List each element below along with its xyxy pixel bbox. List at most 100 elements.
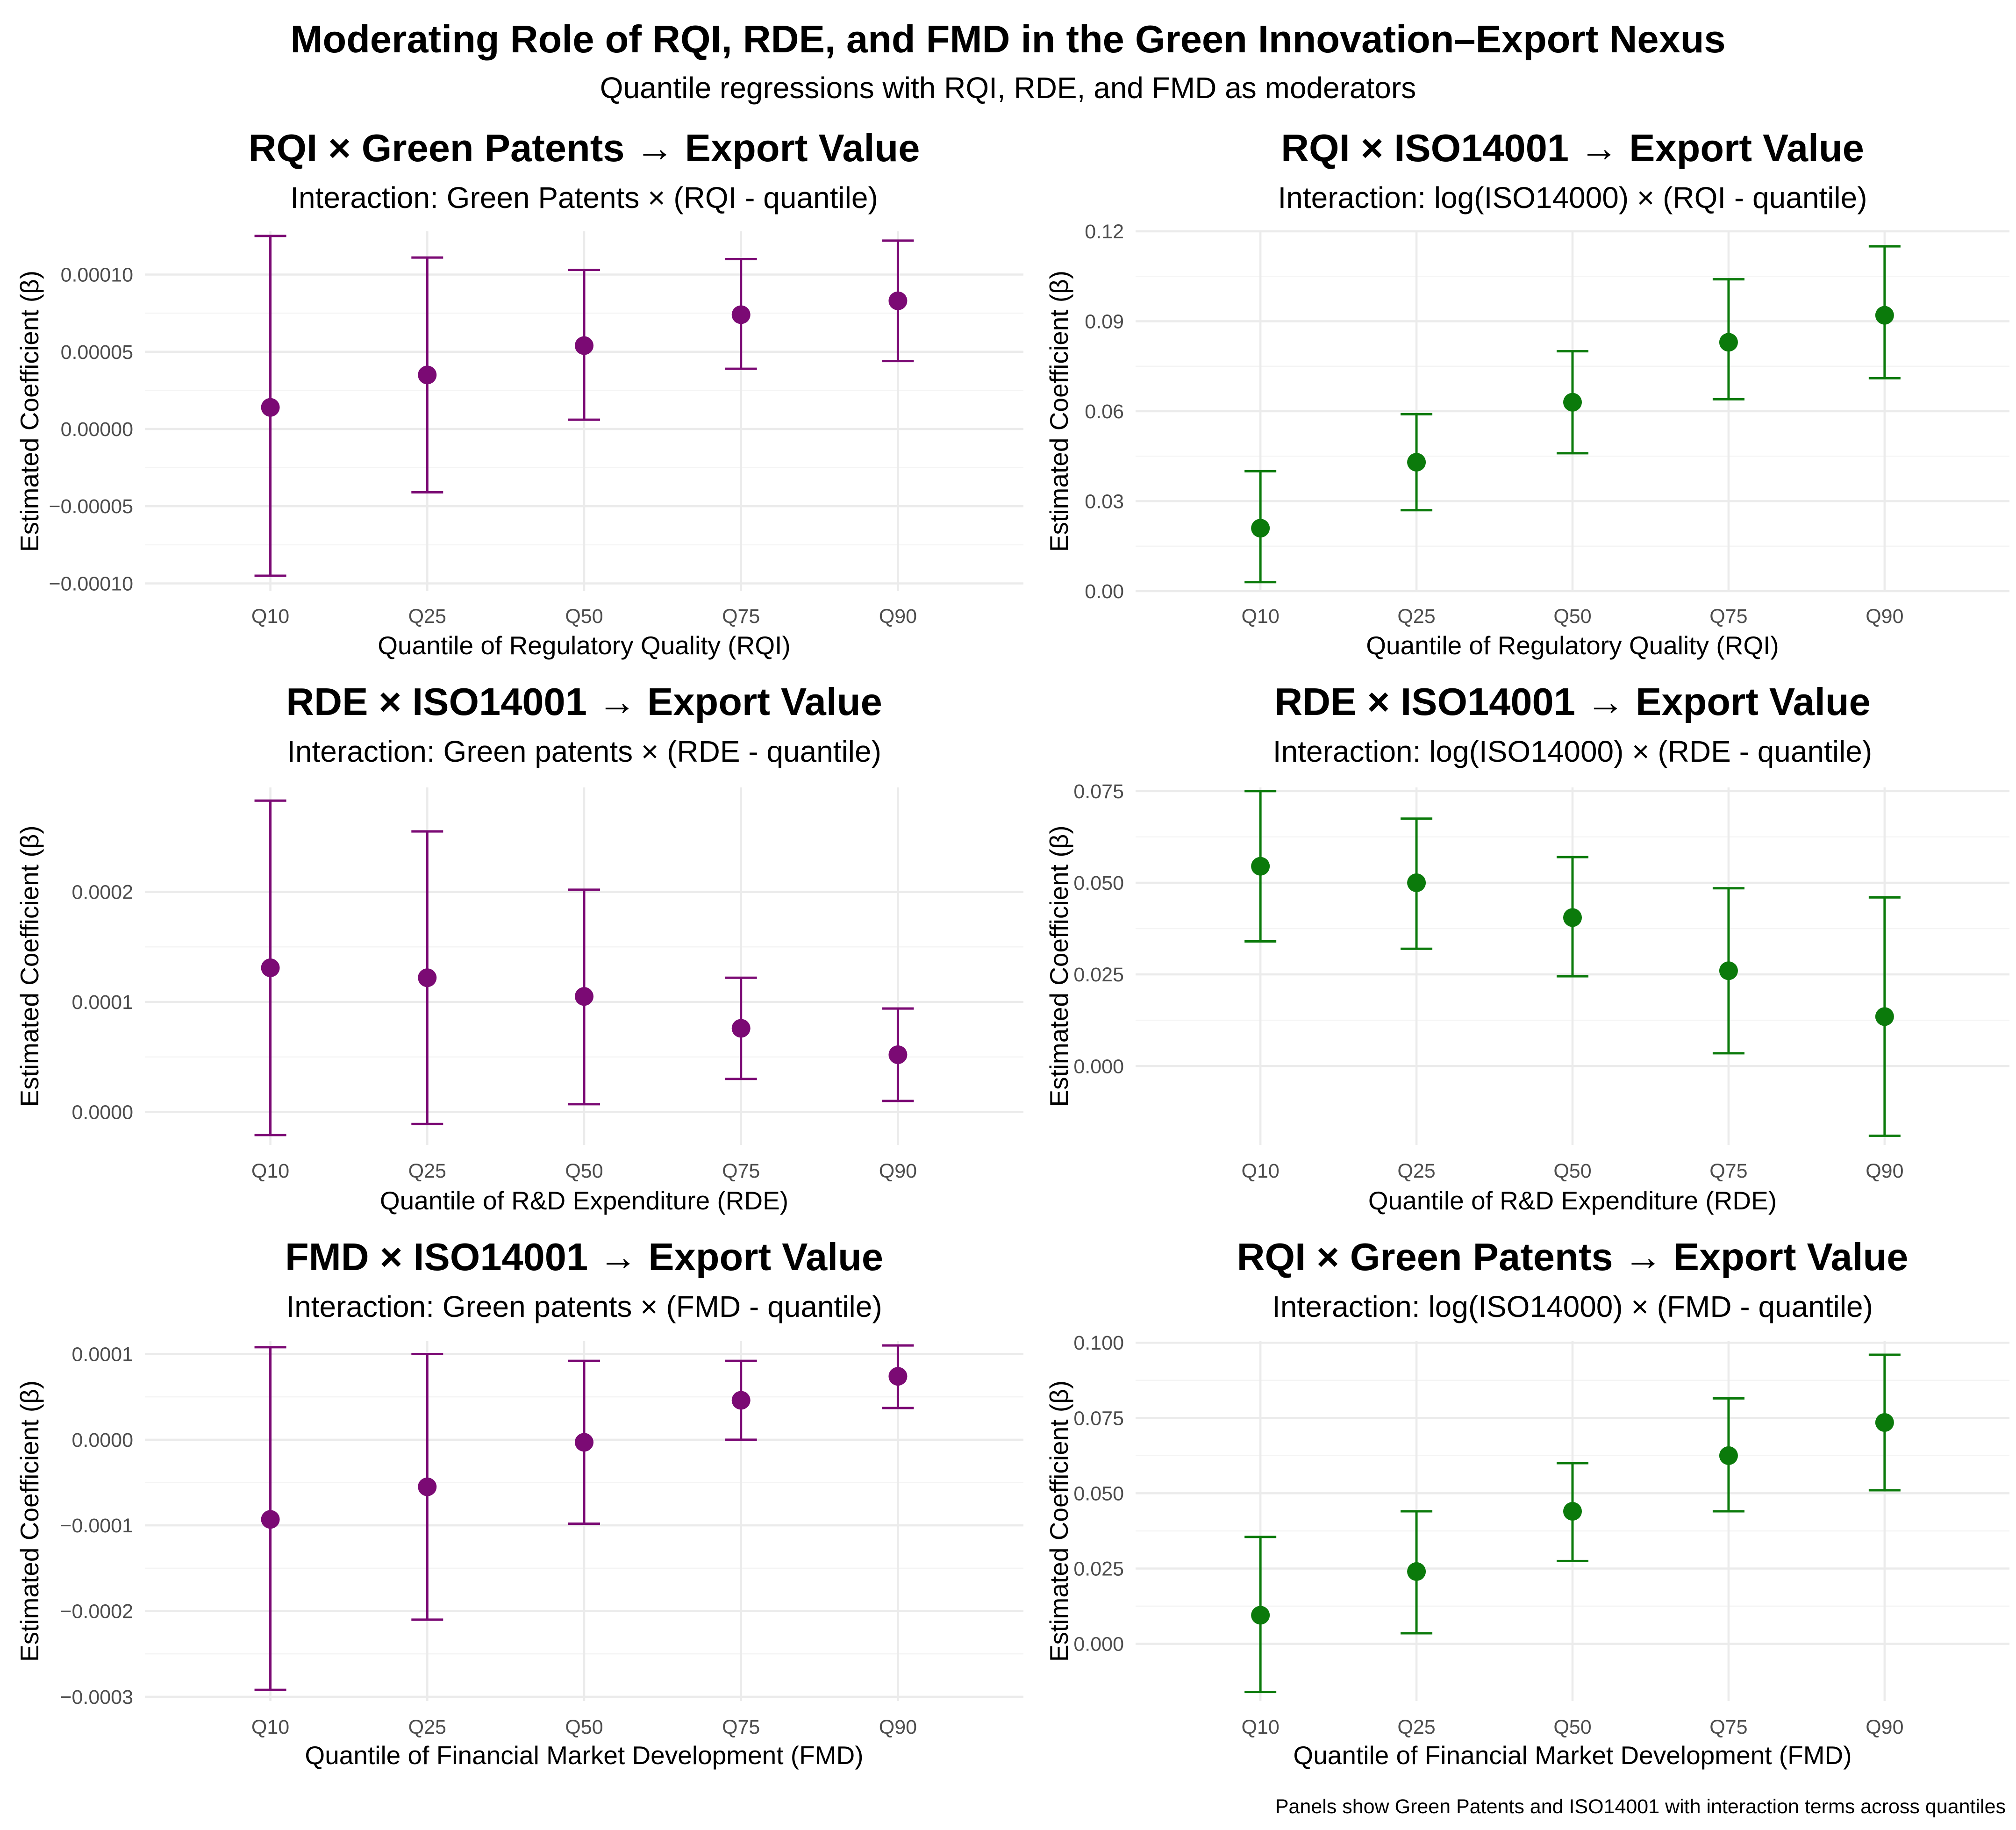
estimate-point — [1875, 1413, 1894, 1432]
panel-title: RDE × ISO14001 → Export Value — [1274, 680, 1871, 723]
x-tick-label: Q90 — [1866, 1716, 1903, 1738]
x-tick-label: Q25 — [408, 1716, 446, 1738]
x-tick-label: Q75 — [722, 1716, 760, 1738]
y-axis-label: Estimated Coefficient (β) — [1044, 825, 1073, 1107]
x-tick-label: Q50 — [565, 1716, 603, 1738]
x-tick-label: Q75 — [722, 605, 760, 628]
y-tick-label: 0.000 — [1073, 1633, 1124, 1656]
estimate-point — [1719, 1446, 1738, 1465]
panel-1: RQI × Green Patents → Export Value Intera… — [15, 126, 1023, 660]
estimate-point — [888, 1367, 908, 1386]
estimate-point — [1251, 1606, 1270, 1625]
x-tick-label: Q90 — [879, 605, 917, 628]
y-tick-label: 0.00000 — [61, 418, 133, 441]
y-tick-label: 0.050 — [1073, 1482, 1124, 1505]
estimate-point — [418, 1477, 437, 1496]
panel-title: RQI × Green Patents → Export Value — [249, 126, 920, 170]
x-tick-label: Q25 — [1397, 1160, 1435, 1182]
x-axis-label: Quantile of R&D Expenditure (RDE) — [380, 1186, 788, 1215]
estimate-point — [1875, 1007, 1894, 1026]
x-tick-label: Q75 — [722, 1160, 760, 1182]
x-tick-label: Q10 — [251, 605, 289, 628]
estimate-point — [418, 968, 437, 987]
y-tick-label: −0.00010 — [49, 572, 133, 595]
x-axis-label: Quantile of Regulatory Quality (RQI) — [1366, 631, 1779, 660]
estimate-point — [731, 1391, 751, 1410]
y-tick-label: 0.075 — [1073, 780, 1124, 803]
x-tick-label: Q90 — [879, 1716, 917, 1738]
x-tick-label: Q90 — [1866, 605, 1903, 628]
y-tick-label: −0.00005 — [49, 495, 133, 518]
estimate-point — [731, 1019, 751, 1038]
y-tick-label: 0.075 — [1073, 1407, 1124, 1430]
y-axis-label: Estimated Coefficient (β) — [1044, 1380, 1073, 1662]
x-tick-label: Q10 — [1242, 1716, 1280, 1738]
y-tick-label: 0.12 — [1085, 221, 1124, 243]
x-tick-label: Q50 — [565, 1160, 603, 1182]
y-tick-label: 0.0001 — [71, 991, 133, 1014]
estimate-point — [888, 1045, 908, 1064]
panel-subtitle: Interaction: Green patents × (RDE - quan… — [287, 735, 881, 768]
figure-subtitle: Quantile regressions with RQI, RDE, and … — [600, 71, 1416, 105]
estimate-point — [1563, 393, 1582, 412]
x-tick-label: Q10 — [251, 1160, 289, 1182]
y-axis-label: Estimated Coefficient (β) — [15, 271, 44, 552]
estimate-point — [1719, 333, 1738, 352]
panel-3: RDE × ISO14001 → Export Value Interaction… — [15, 680, 1023, 1215]
x-axis-label: Quantile of Regulatory Quality (RQI) — [378, 631, 790, 660]
y-tick-label: −0.0003 — [60, 1686, 133, 1708]
y-tick-label: 0.0002 — [71, 881, 133, 904]
estimate-point — [418, 365, 437, 385]
x-tick-label: Q25 — [408, 605, 446, 628]
estimate-point — [261, 398, 280, 417]
estimate-point — [575, 1433, 593, 1452]
estimate-point — [1407, 1562, 1426, 1581]
estimate-point — [888, 291, 908, 310]
estimate-point — [1719, 961, 1738, 980]
x-tick-label: Q50 — [1553, 1716, 1591, 1738]
y-tick-label: 0.00010 — [61, 264, 133, 286]
x-tick-label: Q75 — [1709, 605, 1747, 628]
x-tick-label: Q90 — [879, 1160, 917, 1182]
y-tick-label: 0.100 — [1073, 1332, 1124, 1354]
panel-subtitle: Interaction: Green Patents × (RQI - quan… — [290, 181, 878, 214]
x-tick-label: Q75 — [1709, 1716, 1747, 1738]
estimate-point — [1407, 453, 1426, 472]
estimate-point — [575, 987, 593, 1006]
estimate-point — [1407, 873, 1426, 892]
panel-title: FMD × ISO14001 → Export Value — [285, 1235, 883, 1279]
y-tick-label: 0.025 — [1073, 1558, 1124, 1580]
y-tick-label: 0.09 — [1085, 311, 1124, 333]
y-tick-label: 0.000 — [1073, 1055, 1124, 1078]
estimate-point — [1251, 519, 1270, 538]
panel-title: RQI × Green Patents → Export Value — [1237, 1235, 1909, 1279]
x-tick-label: Q10 — [1242, 605, 1280, 628]
panel-title: RDE × ISO14001 → Export Value — [286, 680, 882, 723]
x-axis-label: Quantile of Financial Market Development… — [1293, 1741, 1852, 1770]
panel-4: RDE × ISO14001 → Export Value Interaction… — [1044, 680, 2009, 1215]
estimate-point — [731, 305, 751, 324]
y-tick-label: 0.00005 — [61, 341, 133, 364]
y-axis-label: Estimated Coefficient (β) — [15, 1380, 44, 1662]
y-axis-label: Estimated Coefficient (β) — [15, 825, 44, 1107]
x-tick-label: Q50 — [565, 605, 603, 628]
y-tick-label: 0.03 — [1085, 491, 1124, 513]
x-tick-label: Q10 — [251, 1716, 289, 1738]
y-tick-label: 0.050 — [1073, 872, 1124, 894]
x-tick-label: Q50 — [1553, 605, 1591, 628]
panel-subtitle: Interaction: Green patents × (FMD - quan… — [286, 1290, 882, 1323]
estimate-point — [1875, 306, 1894, 325]
panel-subtitle: Interaction: log(ISO14000) × (FMD - quan… — [1272, 1290, 1873, 1323]
estimate-point — [261, 958, 280, 978]
x-tick-label: Q10 — [1242, 1160, 1280, 1182]
estimate-point — [1563, 908, 1582, 927]
panel-subtitle: Interaction: log(ISO14000) × (RQI - quan… — [1278, 181, 1867, 214]
x-tick-label: Q25 — [408, 1160, 446, 1182]
estimate-point — [261, 1510, 280, 1529]
y-tick-label: 0.00 — [1085, 580, 1124, 603]
y-tick-label: 0.0000 — [71, 1429, 133, 1451]
estimate-point — [1251, 857, 1270, 876]
x-tick-label: Q25 — [1397, 1716, 1435, 1738]
panels: RQI × Green Patents → Export Value Intera… — [15, 126, 2009, 1770]
